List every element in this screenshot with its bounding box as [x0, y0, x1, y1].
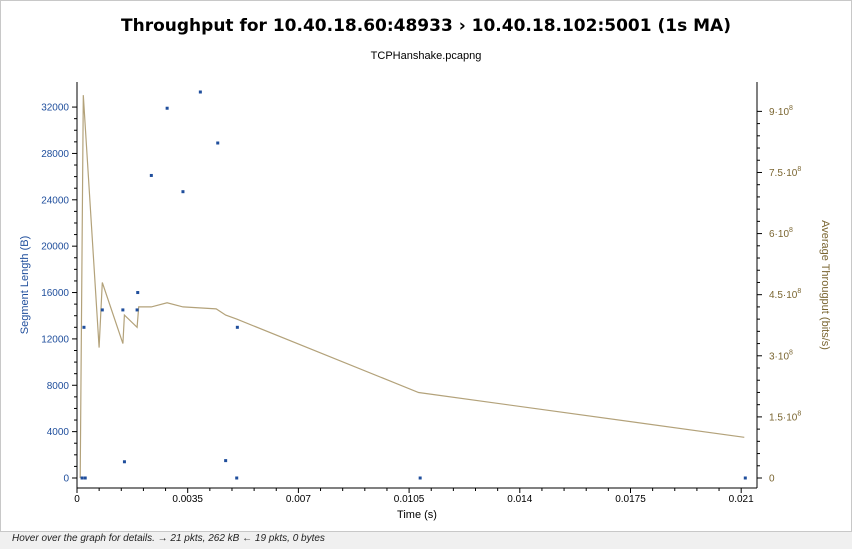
segment-point	[82, 325, 86, 329]
segment-point	[100, 308, 104, 312]
segment-point	[135, 308, 139, 312]
x-tick-label: 0	[74, 494, 80, 505]
plot-frame	[0, 0, 852, 532]
axis-labels-layer: 0 0.0035 0.007 0.0105 0.014 0.0175 0.021 0 4000 8…	[19, 103, 831, 521]
axes-layer	[72, 82, 762, 493]
segment-point	[83, 476, 87, 480]
throughput-line	[79, 95, 745, 479]
y2-tick-label: 3·108	[769, 349, 793, 362]
segment-point	[121, 308, 125, 312]
y2-tick-label: 6·108	[769, 227, 793, 240]
segment-point	[149, 173, 153, 177]
throughput-chart[interactable]: 0 0.0035 0.007 0.0105 0.014 0.0175 0.021 0 4000 8…	[0, 0, 852, 530]
y-tick-label: 24000	[41, 195, 69, 206]
y-tick-label: 8000	[47, 381, 70, 392]
segment-point	[136, 291, 140, 295]
status-bar-text: Hover over the graph for details. → 21 p…	[12, 533, 325, 544]
y2-tick-label: 7.5·108	[769, 166, 801, 179]
throughput-line-layer	[79, 95, 745, 479]
segment-point	[235, 476, 239, 480]
y-tick-label: 4000	[47, 427, 70, 438]
segment-point	[181, 190, 185, 194]
y2-tick-label: 0	[769, 474, 775, 485]
chart-title: Throughput for 10.40.18.60:48933 › 10.40…	[121, 16, 731, 36]
segment-point	[198, 90, 202, 94]
x-tick-label: 0.021	[729, 494, 754, 505]
y-tick-label: 28000	[41, 149, 69, 160]
x-axis-label: Time (s)	[397, 509, 437, 521]
y2-tick-label: 4.5·108	[769, 288, 801, 301]
segment-point	[743, 476, 747, 480]
segment-point	[216, 141, 220, 145]
x-tick-label: 0.0035	[172, 494, 203, 505]
y-tick-label: 20000	[41, 242, 69, 253]
y-tick-label: 12000	[41, 334, 69, 345]
y2-axis-label: Average Througput (bits/s)	[819, 220, 831, 350]
y-axis-label: Segment Length (B)	[19, 236, 31, 334]
y2-tick-label: 9·108	[769, 105, 793, 118]
x-tick-label: 0.014	[507, 494, 532, 505]
segment-point	[224, 459, 228, 463]
x-tick-label: 0.0175	[615, 494, 646, 505]
segment-point	[165, 106, 169, 110]
y-tick-label: 16000	[41, 288, 69, 299]
x-tick-label: 0.0105	[394, 494, 425, 505]
segment-point	[80, 476, 84, 480]
y2-tick-label: 1.5·108	[769, 410, 801, 423]
chart-subtitle: TCPHanshake.pcapng	[370, 50, 482, 62]
segment-point	[235, 325, 239, 329]
segment-points-layer	[80, 90, 747, 480]
x-tick-label: 0.007	[286, 494, 311, 505]
y-tick-label: 0	[63, 474, 69, 485]
segment-point	[122, 460, 126, 464]
y-tick-label: 32000	[41, 103, 69, 114]
segment-point	[418, 476, 422, 480]
